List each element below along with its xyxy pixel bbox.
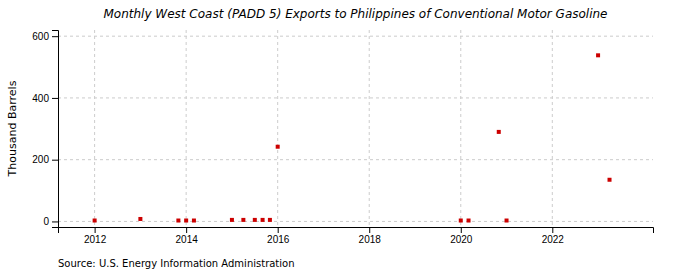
point xyxy=(253,218,257,222)
grid-line xyxy=(552,30,553,227)
tick: 2014 xyxy=(176,227,199,245)
tick-label: 2012 xyxy=(84,234,107,245)
point xyxy=(192,219,196,223)
tick-mark xyxy=(278,227,279,233)
tick-mark xyxy=(52,98,58,99)
tick: 400 xyxy=(32,93,58,104)
grid-line xyxy=(460,30,461,227)
point xyxy=(459,219,463,223)
tick-mark xyxy=(369,227,370,233)
axis-line xyxy=(52,31,59,228)
grid-line xyxy=(58,97,653,98)
tick: 2016 xyxy=(267,227,290,245)
tick-mark xyxy=(186,227,187,233)
tick-mark xyxy=(52,160,58,161)
chart: 2012 2014 2016 2018 2020 2022 0 200 400 600 Monthl… xyxy=(0,0,675,275)
point xyxy=(261,218,265,222)
point xyxy=(268,218,272,222)
point xyxy=(241,218,245,222)
tick: 2020 xyxy=(450,227,473,245)
point xyxy=(184,219,188,223)
point xyxy=(497,130,501,134)
point xyxy=(276,145,280,149)
tick-label: 2022 xyxy=(542,234,565,245)
point xyxy=(230,218,234,222)
point xyxy=(93,219,97,223)
axis-line xyxy=(59,228,654,234)
tick-label: 400 xyxy=(32,93,49,104)
tick: 200 xyxy=(32,154,58,165)
point xyxy=(467,219,471,223)
tick-mark xyxy=(52,221,58,222)
tick-mark xyxy=(461,227,462,233)
title: Monthly West Coast (PADD 5) Exports to P… xyxy=(103,7,607,21)
y-axis-label: Thousand Barrels xyxy=(6,80,19,177)
grid xyxy=(58,30,653,227)
tick-mark xyxy=(552,227,553,233)
grid-line xyxy=(58,221,653,222)
tick-label: 200 xyxy=(32,154,49,165)
grid-line xyxy=(58,36,653,37)
tick-label: 2016 xyxy=(267,234,290,245)
tick-label: 2020 xyxy=(450,234,473,245)
tick-label: 2018 xyxy=(359,234,382,245)
annotation: Source: U.S. Energy Information Administ… xyxy=(58,258,295,269)
tick-label: 2014 xyxy=(176,234,199,245)
grid-line xyxy=(94,30,95,227)
points xyxy=(93,53,612,222)
tick-mark xyxy=(95,227,96,233)
point xyxy=(596,53,600,57)
tick: 600 xyxy=(32,31,58,42)
tick-label: 0 xyxy=(43,216,49,227)
grid-line xyxy=(58,159,653,160)
tick: 0 xyxy=(43,216,58,227)
tick-label: 600 xyxy=(32,31,49,42)
point xyxy=(176,219,180,223)
grid-line xyxy=(186,30,187,227)
grid-line xyxy=(369,30,370,227)
point xyxy=(505,219,509,223)
x-axis: 2012 2014 2016 2018 2020 2022 xyxy=(59,227,654,245)
grid-line xyxy=(277,30,278,227)
tick: 2022 xyxy=(542,227,565,245)
point xyxy=(138,217,142,221)
tick-mark xyxy=(52,36,58,37)
point xyxy=(608,178,612,182)
plot: 2012 2014 2016 2018 2020 2022 0 200 400 600 xyxy=(32,30,653,245)
tick: 2018 xyxy=(359,227,382,245)
tick: 2012 xyxy=(84,227,107,245)
y-axis: 0 200 400 600 xyxy=(32,31,58,228)
